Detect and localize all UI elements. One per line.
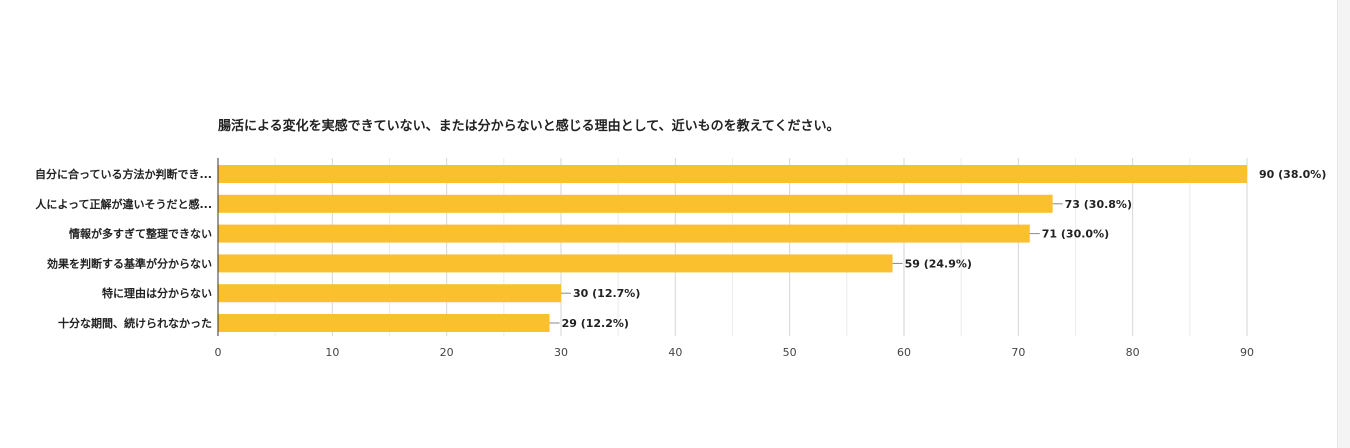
- bar[interactable]: [218, 314, 550, 332]
- value-label: 71 (30.0%): [1042, 228, 1109, 241]
- x-tick-label: 0: [215, 346, 222, 359]
- x-tick-label: 70: [1011, 346, 1025, 359]
- x-tick-label: 90: [1240, 346, 1254, 359]
- x-tick-label: 80: [1126, 346, 1140, 359]
- category-label: 効果を判断する基準が分からない: [47, 256, 212, 270]
- value-label: 59 (24.9%): [905, 257, 972, 270]
- x-tick-label: 60: [897, 346, 911, 359]
- bar[interactable]: [218, 194, 1053, 213]
- x-tick-label: 10: [325, 346, 339, 359]
- chart-title: 腸活による変化を実感できていない、または分からないと感じる理由として、近いものを…: [218, 118, 840, 134]
- bars: 90 (38.0%) 73 (30.8%) 71 (30.0%) 59 (24.9%)…: [218, 165, 1326, 332]
- value-label: 29 (12.2%): [562, 317, 629, 330]
- x-tick-label: 40: [668, 346, 682, 359]
- bar[interactable]: [218, 284, 561, 303]
- scrollbar-edge: [1337, 0, 1350, 448]
- category-labels: 自分に合っている方法か判断でき... 人によって正解が違いそうだと感... 情報が多…: [35, 167, 212, 330]
- value-label: 90 (38.0%): [1259, 168, 1326, 181]
- category-label: 特に理由は分からない: [102, 286, 212, 300]
- bar[interactable]: [218, 224, 1030, 243]
- x-tick-label: 20: [440, 346, 454, 359]
- category-label: 十分な期間、続けられなかった: [58, 316, 212, 330]
- category-label: 情報が多すぎて整理できない: [69, 227, 212, 241]
- value-label: 73 (30.8%): [1065, 198, 1132, 211]
- bar[interactable]: [218, 165, 1247, 183]
- value-label: 30 (12.7%): [573, 287, 640, 300]
- bar[interactable]: [218, 254, 893, 273]
- grid-lines: [274, 158, 1248, 336]
- category-label: 人によって正解が違いそうだと感...: [35, 197, 212, 211]
- category-label: 自分に合っている方法か判断でき...: [35, 167, 212, 181]
- x-tick-labels: 0 10 20 30 40 50 60 70 80 90: [215, 346, 1255, 359]
- x-tick-label: 30: [554, 346, 568, 359]
- x-tick-label: 50: [783, 346, 797, 359]
